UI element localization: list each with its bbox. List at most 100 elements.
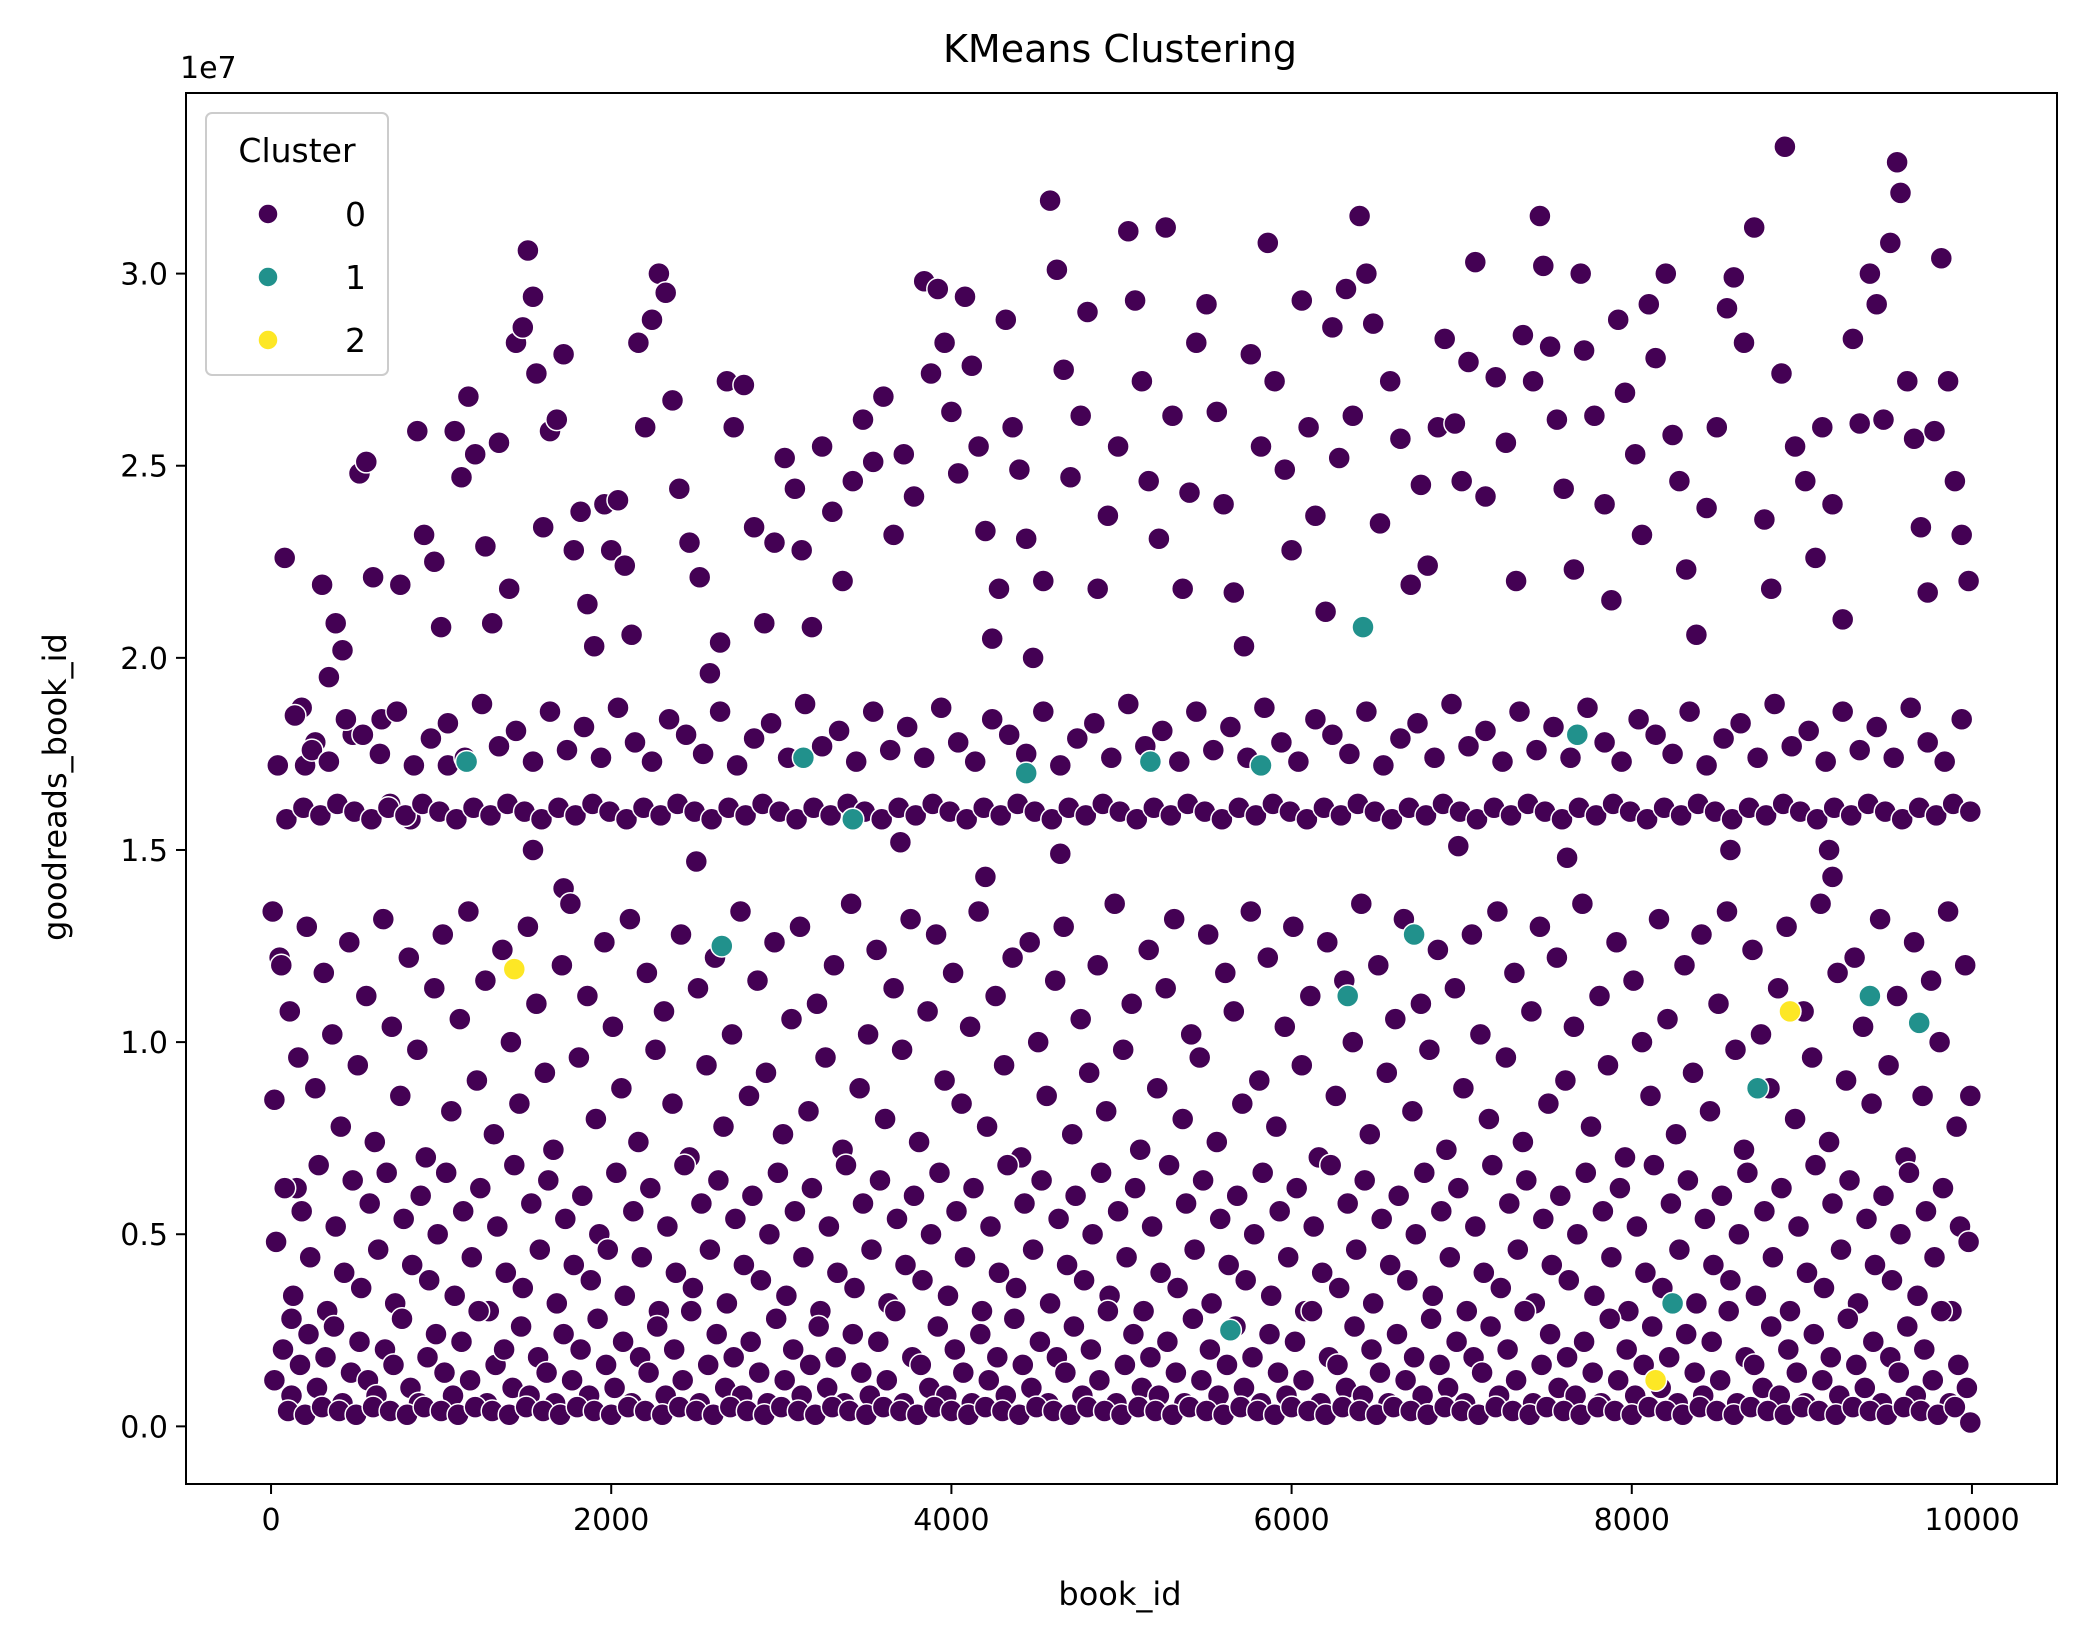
point-cluster-0 [1599, 1245, 1624, 1270]
point-cluster-0 [1184, 331, 1209, 355]
point-cluster-0 [456, 899, 481, 924]
point-cluster-0 [1341, 404, 1365, 428]
point-cluster-0 [1722, 265, 1746, 290]
point-cluster-0 [385, 699, 409, 724]
point-cluster-0 [1216, 1253, 1241, 1277]
point-cluster-0 [1031, 699, 1056, 724]
point-cluster-0 [1096, 1299, 1120, 1323]
point-cluster-0 [623, 730, 647, 755]
point-cluster-0 [1182, 1237, 1207, 1262]
point-cluster-0 [553, 1207, 578, 1231]
point-cluster-0 [674, 722, 698, 747]
point-cluster-0 [1366, 953, 1391, 978]
point-cluster-0 [1165, 1276, 1190, 1300]
point-cluster-0 [1931, 1176, 1955, 1200]
point-cluster-0 [317, 665, 341, 689]
point-cluster-0 [1817, 1130, 1841, 1154]
point-cluster-0 [873, 1107, 897, 1131]
point-cluster-0 [417, 1268, 441, 1293]
point-cluster-0 [1759, 1314, 1783, 1339]
legend-marker-cluster-0 [257, 203, 279, 225]
point-cluster-0 [1164, 1360, 1188, 1385]
point-cluster-0 [1040, 807, 1064, 831]
point-cluster-0 [997, 722, 1021, 747]
point-cluster-0 [1259, 1283, 1283, 1308]
point-cluster-0 [1735, 1161, 1760, 1185]
point-cluster-0 [1836, 1307, 1860, 1331]
point-cluster-0 [262, 1087, 287, 1112]
point-cluster-0 [1813, 749, 1838, 774]
point-cluster-0 [1507, 699, 1532, 724]
point-cluster-0 [1470, 1360, 1494, 1385]
point-cluster-0 [1902, 427, 1926, 451]
point-cluster-0 [715, 1291, 739, 1316]
point-cluster-0 [926, 277, 950, 301]
point-cluster-0 [1531, 1207, 1556, 1231]
point-cluster-0 [1019, 1376, 1044, 1400]
point-cluster-0 [1421, 1283, 1445, 1308]
point-cluster-0 [1910, 1084, 1935, 1108]
point-cluster-0 [1283, 1330, 1307, 1354]
point-cluster-0 [366, 1237, 390, 1262]
point-cluster-0 [361, 565, 385, 589]
point-cluster-0 [1400, 1099, 1425, 1124]
point-cluster-0 [1706, 991, 1731, 1016]
point-cluster-0 [708, 699, 732, 724]
point-cluster-0 [1388, 427, 1413, 451]
point-cluster-0 [1834, 1068, 1858, 1093]
point-cluster-0 [1502, 961, 1527, 985]
point-cluster-0 [1720, 807, 1744, 831]
point-cluster-0 [902, 484, 926, 509]
x-tick-label: 10000 [1924, 1503, 2019, 1538]
point-cluster-0 [987, 576, 1011, 601]
point-cluster-1 [1565, 722, 1590, 747]
point-cluster-0 [883, 1299, 908, 1323]
point-cluster-0 [521, 838, 545, 862]
point-cluster-0 [1613, 380, 1637, 405]
point-cluster-0 [1642, 1153, 1666, 1177]
chart-title: KMeans Clustering [943, 27, 1297, 71]
point-cluster-0 [772, 446, 797, 470]
point-cluster-0 [1718, 838, 1743, 862]
point-cluster-0 [1565, 1222, 1590, 1246]
point-cluster-0 [313, 1345, 338, 1369]
point-cluster-0 [1409, 991, 1433, 1016]
point-cluster-0 [1752, 1199, 1777, 1223]
point-cluster-0 [1225, 1184, 1249, 1208]
point-cluster-0 [329, 1114, 353, 1139]
point-cluster-0 [1664, 1122, 1688, 1147]
point-cluster-0 [1839, 803, 1863, 828]
point-cluster-0 [400, 1253, 424, 1277]
y-tick-label: 1.0 [120, 1026, 168, 1061]
point-cluster-0 [1749, 1022, 1773, 1047]
point-cluster-0 [560, 1368, 584, 1393]
point-cluster-0 [415, 1345, 440, 1369]
point-cluster-0 [306, 1153, 331, 1177]
point-cluster-0 [1521, 369, 1545, 393]
point-cluster-0 [551, 342, 576, 367]
point-cluster-0 [732, 1253, 756, 1277]
point-cluster-0 [1897, 1161, 1921, 1185]
point-cluster-0 [458, 1368, 482, 1393]
point-cluster-0 [1077, 1061, 1101, 1085]
point-cluster-0 [1179, 1022, 1203, 1047]
point-cluster-0 [1802, 1322, 1826, 1346]
point-cluster-0 [332, 1260, 356, 1285]
point-cluster-0 [1239, 342, 1263, 367]
point-cluster-0 [1769, 361, 1794, 386]
point-cluster-0 [322, 1314, 346, 1339]
point-cluster-0 [919, 1222, 943, 1246]
point-cluster-0 [340, 1168, 365, 1193]
point-cluster-0 [1417, 1038, 1442, 1062]
point-cluster-0 [975, 1114, 999, 1139]
point-cluster-0 [1774, 915, 1799, 939]
point-cluster-0 [1946, 1353, 1971, 1377]
point-cluster-0 [1136, 469, 1161, 493]
point-cluster-0 [1915, 580, 1940, 605]
point-cluster-0 [1511, 323, 1535, 347]
point-cluster-0 [1443, 411, 1467, 436]
point-cluster-0 [1689, 922, 1714, 947]
point-cluster-0 [374, 1161, 399, 1185]
point-cluster-0 [1803, 1153, 1828, 1177]
point-cluster-0 [1955, 1376, 1979, 1400]
